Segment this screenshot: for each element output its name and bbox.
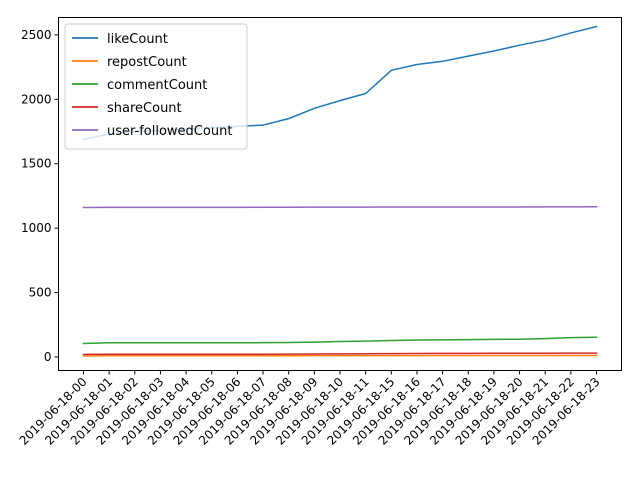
y-tick-label: 2000 <box>21 92 52 106</box>
series-lines <box>82 25 598 357</box>
legend-label: repostCount <box>107 55 187 70</box>
series-line-sharecount <box>82 352 598 356</box>
legend-box <box>64 23 248 150</box>
y-tick-label: 0 <box>44 350 52 364</box>
y-tick-label: 1500 <box>21 157 52 171</box>
series-line-user-followedcount <box>82 205 598 209</box>
legend-label: user-followedCount <box>107 124 232 139</box>
legend-label: shareCount <box>107 101 182 116</box>
y-axis-ticks: 0 500 1000 1500 2000 2500 <box>21 28 59 364</box>
legend-label: commentCount <box>107 78 207 93</box>
y-tick-label: 2500 <box>21 28 52 42</box>
plot-frame <box>58 17 622 371</box>
y-tick-label: 1000 <box>21 221 52 235</box>
legend-label: likeCount <box>107 32 168 47</box>
x-axis-ticks: 2019-06-18-002019-06-18-012019-06-18-022… <box>17 370 603 448</box>
y-tick-label: 500 <box>29 286 52 300</box>
legend: likeCount repostCount commentCount shareCou… <box>64 23 248 150</box>
series-line-commentcount <box>82 336 598 345</box>
